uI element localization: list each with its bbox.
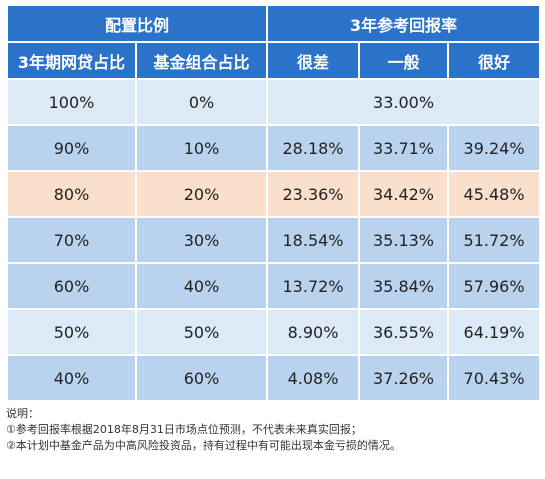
cell-merged-return: 33.00% — [266, 78, 542, 126]
header-col-normal: 一般 — [358, 41, 450, 80]
table-row: 70% 30% 18.54% 35.13% 51.72% — [6, 216, 542, 264]
header-row-group: 配置比例 3年参考回报率 — [5, 4, 542, 43]
cell-bad: 13.72% — [266, 262, 361, 310]
cell-good: 70.43% — [447, 354, 542, 402]
table-row: 50% 50% 8.90% 36.55% 64.19% — [6, 308, 542, 356]
cell-bad: 8.90% — [266, 308, 361, 356]
cell-fund: 30% — [134, 216, 269, 264]
cell-bad: 18.54% — [266, 216, 361, 264]
cell-loan: 90% — [6, 124, 137, 172]
cell-normal: 35.13% — [358, 216, 450, 264]
cell-good: 57.96% — [447, 262, 542, 310]
cell-loan: 40% — [6, 354, 137, 402]
header-col-bad: 很差 — [266, 41, 361, 80]
cell-fund: 10% — [134, 124, 269, 172]
cell-good: 51.72% — [447, 216, 542, 264]
header-group-return: 3年参考回报率 — [266, 4, 542, 43]
header-group-ratio: 配置比例 — [5, 4, 269, 43]
cell-normal: 33.71% — [358, 124, 450, 172]
cell-bad: 4.08% — [266, 354, 361, 402]
cell-fund: 60% — [134, 354, 269, 402]
cell-normal: 35.84% — [358, 262, 450, 310]
cell-bad: 28.18% — [266, 124, 361, 172]
table-row: 40% 60% 4.08% 37.26% 70.43% — [6, 354, 542, 402]
cell-fund: 20% — [134, 170, 269, 218]
cell-fund: 40% — [134, 262, 269, 310]
table-row-highlighted: 80% 20% 23.36% 34.42% 45.48% — [6, 170, 542, 218]
cell-loan: 80% — [6, 170, 137, 218]
header-row-columns: 3年期网贷占比 基金组合占比 很差 一般 很好 — [6, 41, 542, 80]
cell-normal: 36.55% — [358, 308, 450, 356]
cell-normal: 37.26% — [358, 354, 450, 402]
table-row: 90% 10% 28.18% 33.71% 39.24% — [6, 124, 542, 172]
cell-good: 45.48% — [447, 170, 542, 218]
table-row: 100% 0% 33.00% — [6, 78, 542, 126]
table-row: 60% 40% 13.72% 35.84% 57.96% — [6, 262, 542, 310]
cell-fund: 0% — [134, 78, 269, 126]
notes-line-2: ②本计划中基金产品为中高风险投资品，持有过程中有可能出现本金亏损的情况。 — [6, 439, 401, 452]
notes-line-1: ①参考回报率根据2018年8月31日市场点位预测，不代表未来真实回报； — [6, 423, 362, 436]
cell-good: 64.19% — [447, 308, 542, 356]
cell-fund: 50% — [134, 308, 269, 356]
cell-good: 39.24% — [447, 124, 542, 172]
header-col-loan: 3年期网贷占比 — [6, 41, 137, 80]
notes-section: 说明： ①参考回报率根据2018年8月31日市场点位预测，不代表未来真实回报； … — [6, 406, 539, 454]
notes-title: 说明： — [6, 407, 39, 420]
cell-normal: 34.42% — [358, 170, 450, 218]
cell-loan: 100% — [6, 78, 137, 126]
cell-bad: 23.36% — [266, 170, 361, 218]
cell-loan: 70% — [6, 216, 137, 264]
cell-loan: 50% — [6, 308, 137, 356]
header-col-fund: 基金组合占比 — [134, 41, 269, 80]
header-col-good: 很好 — [447, 41, 542, 80]
return-table: 配置比例 3年参考回报率 3年期网贷占比 基金组合占比 很差 一般 很好 100… — [5, 4, 542, 402]
cell-loan: 60% — [6, 262, 137, 310]
